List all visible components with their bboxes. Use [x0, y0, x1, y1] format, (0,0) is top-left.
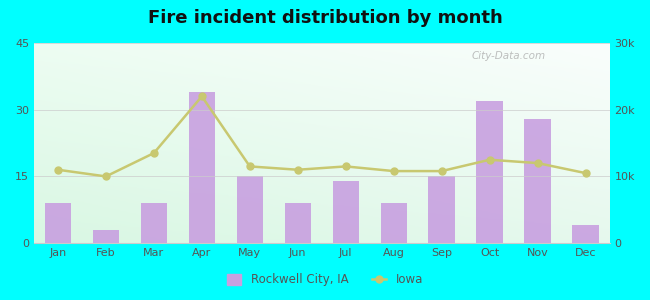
Legend: Rockwell City, IA, Iowa: Rockwell City, IA, Iowa [222, 269, 428, 291]
Bar [140, 203, 167, 243]
Bar [428, 176, 455, 243]
Bar [45, 203, 71, 243]
Text: City-Data.com: City-Data.com [471, 51, 545, 61]
Bar [380, 203, 407, 243]
Bar [333, 181, 359, 243]
Text: Fire incident distribution by month: Fire incident distribution by month [148, 9, 502, 27]
Bar [573, 225, 599, 243]
Bar [476, 101, 503, 243]
Bar [525, 118, 551, 243]
Bar [285, 203, 311, 243]
Bar [93, 230, 119, 243]
Bar [188, 92, 215, 243]
Bar [237, 176, 263, 243]
